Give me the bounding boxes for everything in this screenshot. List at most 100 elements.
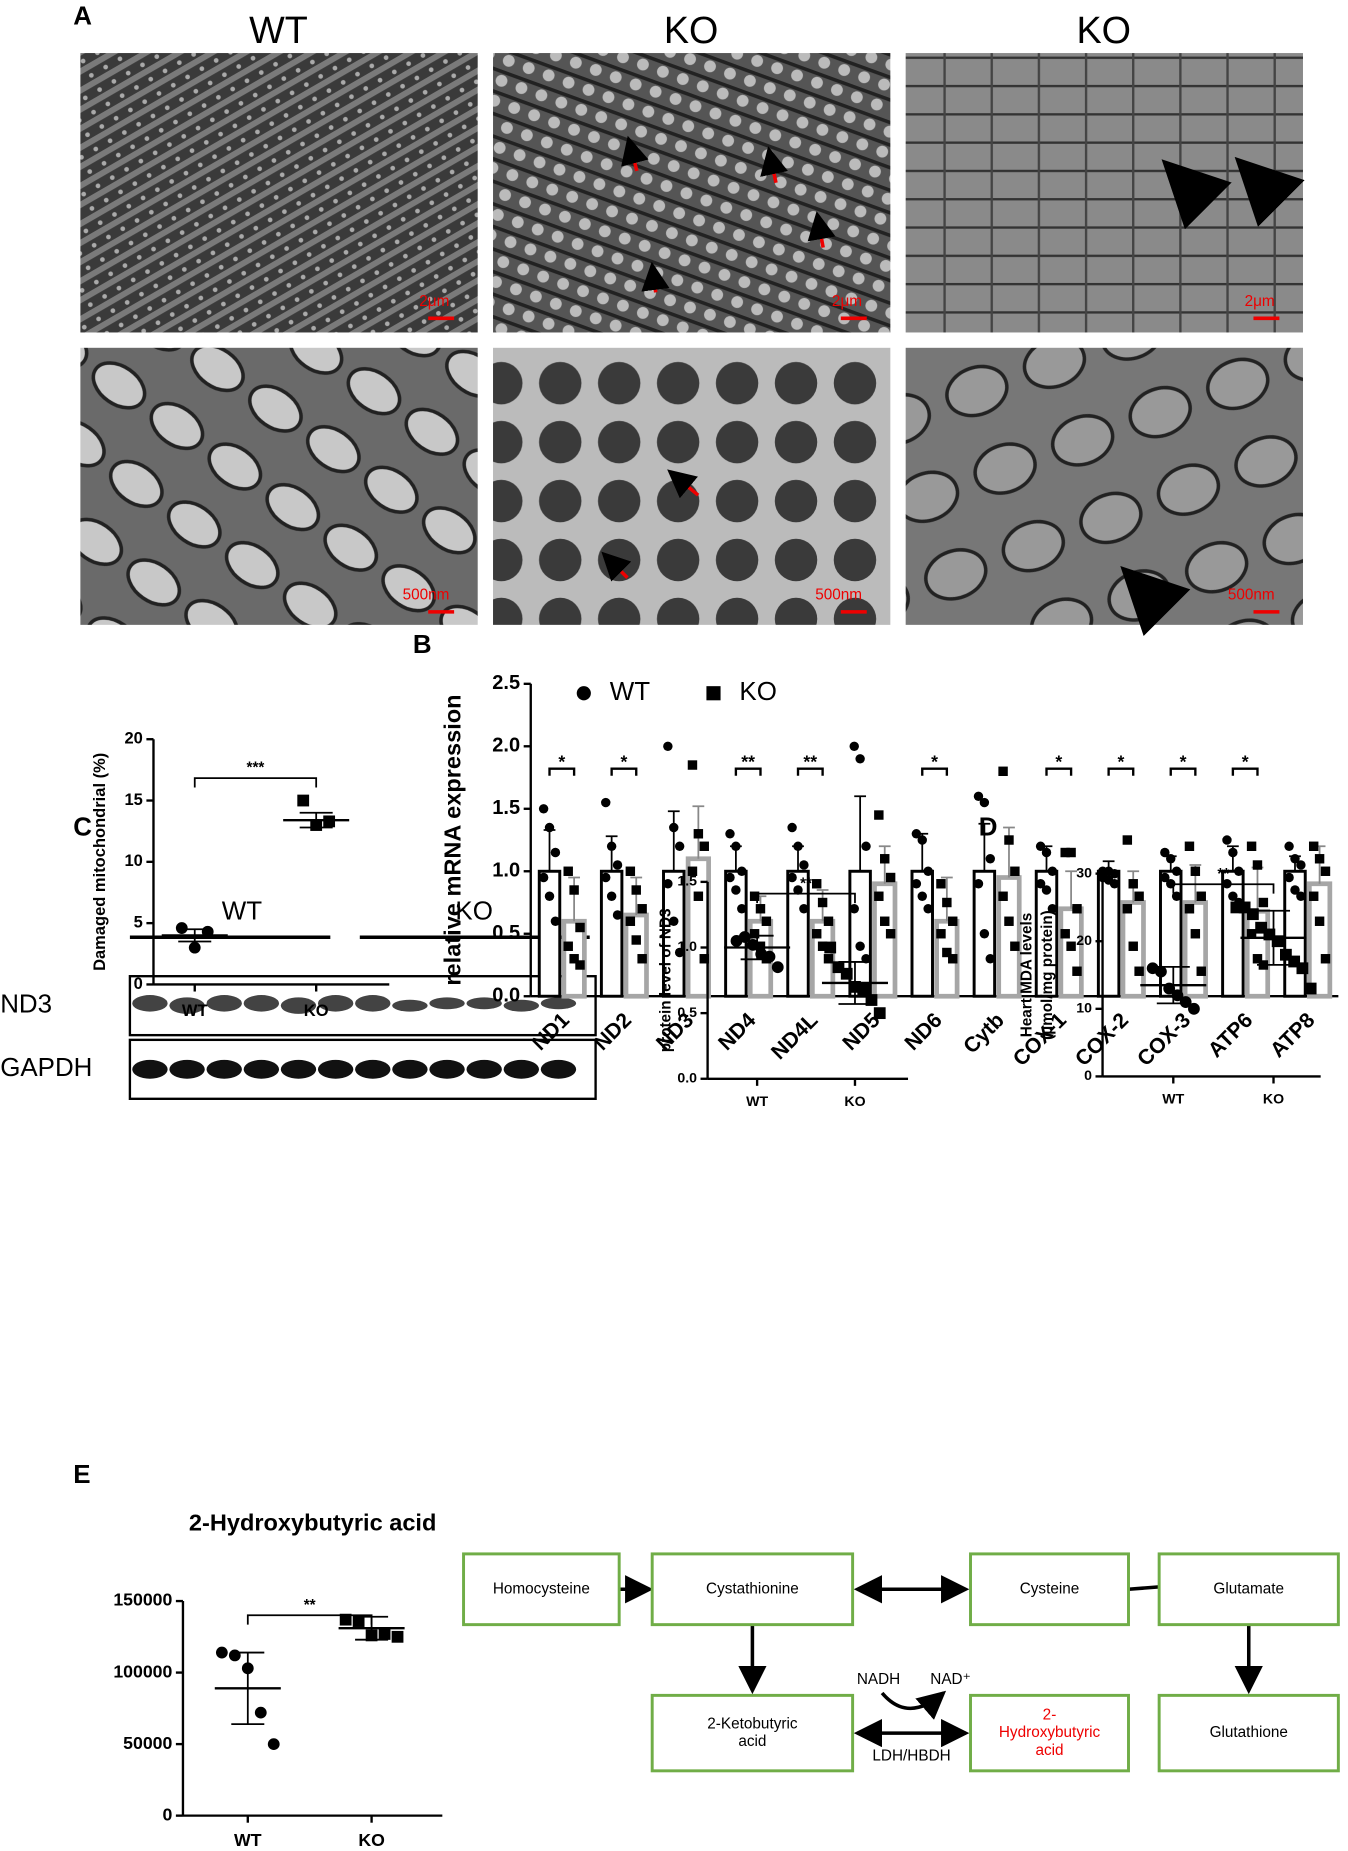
data-point [1290, 885, 1300, 895]
data-point [391, 1630, 404, 1643]
data-point [1271, 935, 1284, 948]
data-point [1263, 928, 1276, 941]
error-bar [878, 845, 891, 884]
blot-band [132, 1059, 168, 1079]
data-point [755, 941, 766, 951]
significance-bracket [1172, 883, 1275, 894]
data-point [1228, 891, 1238, 901]
significance-bracket [548, 767, 576, 776]
pathway-arrows [619, 1575, 1263, 1748]
data-point [1122, 835, 1133, 845]
significance-bracket [796, 767, 824, 776]
y-tick-label: 150000 [113, 1590, 172, 1610]
data-point [606, 891, 617, 901]
bar [910, 869, 934, 998]
data-point [674, 947, 685, 958]
pathway-label: Cystathionine [706, 1580, 799, 1597]
x-tick-label: ND4 [714, 1009, 760, 1055]
data-point [1320, 954, 1331, 964]
x-tick-label: ATP6 [1204, 1009, 1258, 1063]
data-point [1171, 891, 1182, 901]
pathway-label: acid [1035, 1742, 1063, 1759]
pathway-node [969, 1552, 1130, 1627]
data-point [799, 860, 809, 870]
blot-band [243, 1059, 280, 1079]
data-point [637, 904, 647, 914]
y-tick-label: 0 [1084, 1067, 1092, 1083]
data-point [663, 741, 673, 752]
error-bar [630, 876, 643, 916]
data-point [1134, 891, 1144, 901]
data-point [606, 841, 617, 851]
error-bar [740, 934, 774, 961]
data-point [1041, 847, 1052, 858]
x-tick-label: ND2 [590, 1009, 636, 1055]
data-point [880, 854, 890, 864]
column-title: KO [664, 9, 719, 51]
data-point [936, 879, 946, 889]
data-point [793, 841, 803, 851]
y-tick-label: 10 [1076, 1000, 1092, 1016]
blot-band [206, 995, 242, 1012]
significance: * [1055, 751, 1062, 771]
data-point [1035, 879, 1046, 889]
blot-band [317, 1059, 354, 1079]
data-point [985, 854, 995, 864]
significance-bracket [1169, 767, 1197, 776]
yellow-arrows [1120, 156, 1305, 636]
error-bar [978, 822, 991, 872]
data-point [601, 797, 611, 808]
significance-bracket [1045, 767, 1073, 776]
data-point [1109, 869, 1120, 879]
error-bar [667, 810, 680, 872]
pathway-label: 2-Ketobutyric [707, 1715, 798, 1732]
data-point [637, 954, 647, 964]
micrograph [905, 53, 1303, 333]
data-point [874, 810, 884, 820]
data-point [985, 954, 995, 964]
y-tick-label: 50000 [123, 1733, 172, 1753]
data-point [1246, 908, 1259, 921]
data-point [693, 891, 704, 901]
legend-marker [706, 686, 721, 701]
data-point [823, 916, 834, 926]
significance-bracket [610, 767, 638, 776]
data-point [737, 866, 747, 876]
significance: ** [741, 751, 755, 771]
data-point [601, 872, 611, 883]
data-point [687, 866, 698, 876]
data-point [1258, 897, 1269, 908]
data-point [855, 941, 865, 951]
data-point [1171, 989, 1184, 1002]
blot-band [317, 995, 354, 1012]
data-point [1196, 966, 1206, 976]
panel-letter: D [979, 814, 998, 842]
data-point [1171, 866, 1182, 876]
significance-bracket [1107, 767, 1135, 776]
data-point [538, 804, 549, 814]
blot-band [280, 1059, 317, 1079]
data-point [1314, 854, 1325, 864]
data-point [1122, 904, 1133, 914]
data-point [923, 904, 933, 914]
data-point [563, 941, 573, 951]
scale-bar-label: 2μm [1245, 293, 1275, 310]
bar [1058, 906, 1084, 999]
scale-bar-label: 500nm [1228, 586, 1275, 603]
x-tick-label: KO [844, 1093, 865, 1109]
data-point [873, 1007, 886, 1020]
significance-bracket [193, 777, 318, 788]
blot-band [169, 997, 205, 1014]
data-point [1279, 948, 1292, 961]
data-point [1230, 901, 1243, 914]
y-tick-label: 1.5 [492, 797, 520, 819]
data-point [865, 994, 878, 1006]
data-point [942, 947, 952, 958]
blot-band [540, 997, 577, 1010]
micrograph [80, 347, 478, 625]
bar [1159, 869, 1183, 998]
error-bar [1156, 966, 1190, 1005]
panel-letter: E [73, 1461, 90, 1489]
bar [537, 869, 562, 998]
x-tick-label: KO [1263, 1091, 1284, 1107]
